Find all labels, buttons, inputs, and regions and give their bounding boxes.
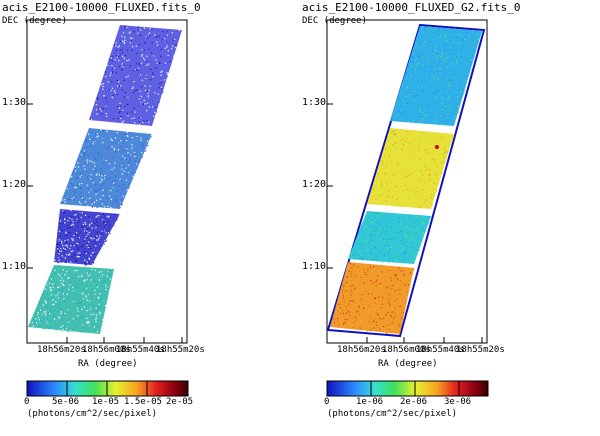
- bright-source: [435, 145, 439, 149]
- colorbar-unit-label: (photons/cm^2/sec/pixel): [27, 409, 158, 419]
- strip-block-4: [28, 265, 114, 334]
- image-panel-right: acis_E2100-10000_FLUXED_G2.fits_0 DEC (d…: [300, 0, 600, 436]
- image-panel-left: acis_E2100-10000_FLUXED.fits_0 DEC (degr…: [0, 0, 300, 436]
- strip-block-3: [348, 211, 431, 264]
- x-axis-label: RA (degree): [78, 359, 138, 369]
- colorbar-unit-label: (photons/cm^2/sec/pixel): [327, 409, 458, 419]
- x-tick-label: 18h55m40s: [116, 345, 165, 355]
- panel-title: acis_E2100-10000_FLUXED.fits_0: [2, 1, 201, 14]
- colorbar-tick-label: 5e-06: [52, 397, 80, 407]
- strip-block-1: [390, 26, 482, 126]
- colorbar-tick-label: 1e-06: [356, 397, 384, 407]
- y-axis-label: DEC (degree): [2, 16, 68, 26]
- colorbar-tick-label: 2e-05: [166, 397, 194, 407]
- x-tick-label: 18h55m20s: [456, 345, 505, 355]
- x-tick-label: 18h56m20s: [37, 345, 86, 355]
- y-axis-label: DEC (degree): [302, 16, 368, 26]
- plot-frame: [326, 19, 488, 344]
- strip-block-4: [330, 262, 414, 334]
- strip-block-1: [89, 25, 182, 126]
- image-canvas[interactable]: [0, 0, 300, 436]
- colorbar-tick-label: 1.5e-05: [124, 397, 162, 407]
- colorbar: [326, 380, 489, 397]
- colorbar-tick-label: 0: [24, 397, 30, 407]
- noise-texture: [31, 25, 183, 333]
- x-tick-label: 18h55m20s: [156, 345, 205, 355]
- y-tick-label: 1:30: [302, 97, 327, 108]
- noise-texture: [333, 27, 483, 334]
- x-tick-label: 18h56m20s: [337, 345, 386, 355]
- x-axis-label: RA (degree): [378, 359, 438, 369]
- image-canvas[interactable]: [300, 0, 600, 436]
- y-tick-label: 1:10: [2, 261, 27, 272]
- strip-outline: [326, 23, 486, 338]
- y-tick-label: 1:10: [302, 261, 327, 272]
- x-tick-label: 18h56m00s: [82, 345, 131, 355]
- colorbar-tick-label: 2e-06: [400, 397, 428, 407]
- strip-block-2: [60, 128, 152, 209]
- x-tick-label: 18h56m00s: [382, 345, 431, 355]
- y-tick-label: 1:20: [2, 179, 27, 190]
- panel-title: acis_E2100-10000_FLUXED_G2.fits_0: [302, 1, 521, 14]
- plot-frame: [26, 19, 188, 344]
- strip-block-2: [367, 128, 454, 209]
- colorbar-tick-label: 3e-06: [444, 397, 472, 407]
- y-tick-label: 1:30: [2, 97, 27, 108]
- x-tick-label: 18h55m40s: [416, 345, 465, 355]
- colorbar-tick-label: 1e-05: [92, 397, 120, 407]
- colorbar-tick-label: 0: [324, 397, 330, 407]
- y-tick-label: 1:20: [302, 179, 327, 190]
